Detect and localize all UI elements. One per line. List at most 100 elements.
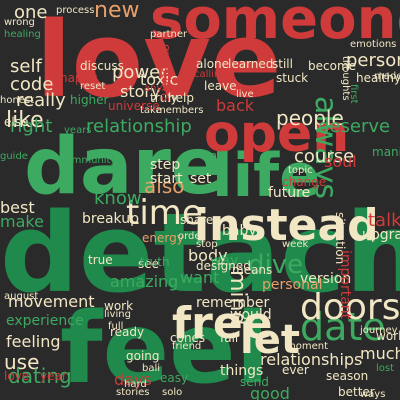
word-like: like [6, 108, 44, 133]
word-person: person [346, 50, 400, 71]
word-mind: mind [225, 270, 250, 326]
word-someone: someone [150, 0, 400, 52]
word-questions: questions [159, 44, 173, 103]
word-stories: stories [116, 387, 150, 398]
word-love: love [36, 0, 282, 121]
word-emotions: emotions [350, 39, 397, 50]
word-self: self [10, 56, 42, 77]
word-doors: doors [300, 287, 400, 328]
word-lost: lost [376, 363, 395, 374]
word-true: true [88, 253, 113, 267]
word-find: find [202, 149, 225, 163]
word-honest: honest [0, 95, 35, 106]
word-life: life [212, 141, 320, 211]
word-order: order [178, 231, 205, 242]
word-designed: designed [196, 259, 251, 273]
word-week: week [282, 239, 309, 250]
word-stop: stop [196, 239, 218, 250]
word-fall: fall [220, 331, 239, 345]
word-calling: calling [194, 69, 227, 80]
word-friend: friend [172, 341, 202, 352]
word-important: important [337, 250, 353, 320]
word-world: world [376, 329, 400, 343]
word-share: share [180, 213, 214, 227]
word-take: take [140, 105, 162, 116]
word-things: things [220, 363, 264, 379]
word-movement: movement [8, 292, 95, 311]
word-see: see [138, 257, 160, 271]
word-days: days [114, 370, 152, 389]
word-members: members [156, 105, 204, 116]
word-would: would [230, 307, 272, 323]
word-made: made [374, 71, 400, 82]
word-guide: guide [0, 151, 28, 162]
word-feel: feel [60, 292, 270, 400]
word-send: send [240, 375, 269, 389]
word-change: change [282, 175, 327, 189]
word-want: want [180, 268, 220, 287]
word-learned: learned [228, 57, 274, 71]
word-reset: reset [80, 81, 106, 92]
word-instead: instead [194, 200, 379, 251]
word-relationships: relationships [260, 350, 363, 369]
word-cones: cones [170, 331, 206, 345]
word-thoughts: thoughts [340, 56, 351, 101]
word-work: work [104, 299, 134, 313]
word-way: way [210, 253, 239, 269]
word-bali: bali [142, 363, 161, 374]
word-going: going [126, 349, 160, 363]
word-season: season [326, 369, 369, 383]
word-else: else [4, 115, 29, 129]
word-free: free [172, 298, 273, 349]
word-feeling: feeling [6, 332, 61, 351]
word-open: open [204, 104, 350, 164]
word-community: community [60, 155, 117, 166]
word-breakup: breakup [82, 211, 139, 227]
word-manifest: manifest [372, 145, 400, 159]
word-experience: experience [6, 313, 84, 329]
word-toxic: toxic [140, 70, 179, 89]
word-story: story [120, 82, 161, 101]
word-hard: hard [124, 379, 147, 390]
word-future: future [268, 185, 311, 201]
word-year: year [40, 369, 67, 383]
word-time: time [126, 193, 203, 233]
word-detach: detach [0, 189, 400, 317]
word-personal: personal [262, 277, 323, 293]
word-talk: talk [368, 210, 400, 231]
word-journey: journey [360, 325, 398, 336]
word-happy: happy [60, 71, 98, 85]
word-good: good [250, 384, 290, 400]
word-remember: remember [196, 295, 270, 311]
word-set: set [190, 171, 212, 187]
word-power: power [112, 62, 168, 83]
word-know: know [94, 188, 142, 209]
word-universe: universe [108, 99, 160, 113]
word-dive: dive [248, 250, 304, 280]
word-truly: truly [150, 91, 178, 105]
word-topic: topic [288, 165, 313, 176]
word-much: much [360, 344, 400, 363]
word-dating: dating [8, 364, 72, 388]
word-make: make [0, 212, 44, 231]
word-relationship: relationship [86, 116, 192, 137]
word-healing: healing [4, 29, 41, 40]
word-solo: solo [162, 387, 183, 398]
word-august: august [4, 291, 39, 302]
word-ready: ready [110, 325, 145, 339]
word-easy: easy [160, 371, 189, 385]
word-right: right [10, 116, 53, 137]
word-people: people [276, 106, 344, 130]
word-become: become [308, 59, 357, 73]
word-means: means [232, 263, 273, 277]
word-ever: ever [282, 363, 309, 377]
word-still: still [272, 57, 293, 71]
word-years: years [64, 125, 92, 136]
word-amazing: amazing [110, 272, 179, 291]
word-deserve: deserve [318, 116, 391, 137]
word-discuss: discuss [80, 59, 124, 73]
word-help: help [168, 91, 194, 105]
word-stuck: stuck [276, 71, 309, 85]
word-energy: energy [142, 231, 184, 245]
